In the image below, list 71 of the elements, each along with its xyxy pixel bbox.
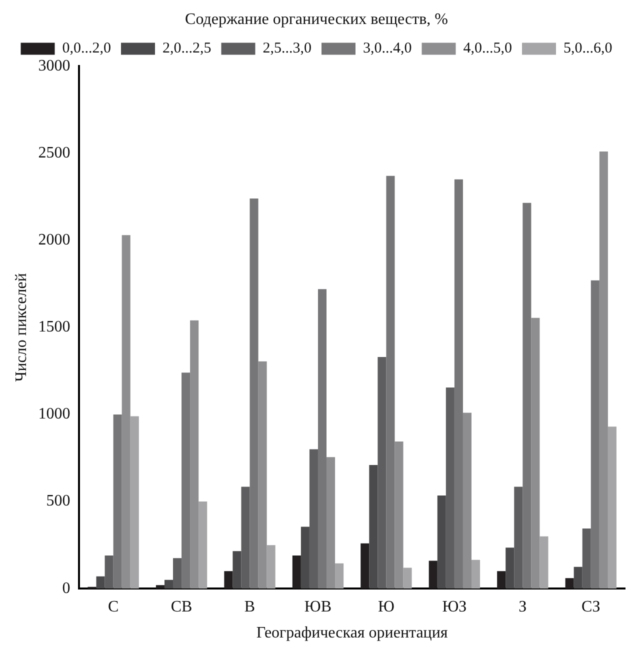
x-tick-label: ЮЗ <box>442 598 467 616</box>
bar <box>599 152 608 589</box>
x-tick-label: Ю <box>378 598 394 616</box>
y-tick-label: 2500 <box>38 144 70 162</box>
bar <box>497 571 506 589</box>
bar <box>241 486 250 589</box>
y-tick-label: 0 <box>62 580 70 597</box>
legend-title: Содержание органических веществ, % <box>185 11 448 28</box>
bar <box>437 495 446 589</box>
x-tick-label: С <box>108 598 119 616</box>
x-tick-label: СВ <box>170 598 192 616</box>
y-axis-title: Число пикселей <box>12 272 30 382</box>
bar <box>232 551 242 589</box>
y-tick-label: 3000 <box>38 57 70 74</box>
legend-label: 5,0...6,0 <box>564 40 612 57</box>
bar <box>369 464 378 589</box>
legend-label: 0,0...2,0 <box>62 40 111 57</box>
bar <box>394 441 404 589</box>
bar <box>326 457 336 589</box>
y-tick-label: 1500 <box>38 318 70 336</box>
bar <box>224 571 233 589</box>
bar <box>590 280 600 589</box>
bar <box>471 560 480 589</box>
y-tick-label: 500 <box>46 492 70 510</box>
x-tick-label: В <box>244 598 256 616</box>
bar <box>173 558 182 589</box>
bar <box>540 536 548 589</box>
legend-label: 2,0...2,5 <box>162 40 212 57</box>
bar <box>190 320 199 589</box>
bar <box>531 318 540 589</box>
bar <box>318 289 327 589</box>
bar <box>258 361 267 589</box>
bar <box>292 556 301 589</box>
bar <box>454 179 463 589</box>
bar <box>130 416 139 589</box>
x-tick-label: З <box>518 598 527 616</box>
bar <box>113 414 122 589</box>
bar <box>378 357 386 589</box>
legend-label: 4,0...5,0 <box>463 40 512 57</box>
bar <box>565 578 574 589</box>
bar <box>104 556 114 589</box>
bar <box>506 548 514 589</box>
bar <box>122 235 130 589</box>
bar <box>608 426 616 589</box>
bar <box>574 566 582 589</box>
bar <box>462 412 472 589</box>
bar <box>198 502 208 589</box>
bar <box>386 176 395 589</box>
bar <box>428 560 438 589</box>
y-tick-label: 2000 <box>38 232 70 249</box>
bar <box>446 387 454 589</box>
bar <box>182 372 190 589</box>
bar <box>582 528 591 589</box>
x-tick-label: СЗ <box>582 598 600 616</box>
bar <box>266 545 276 589</box>
bar <box>156 585 164 589</box>
legend-label: 3,0...4,0 <box>363 40 412 57</box>
bar <box>522 202 532 589</box>
bar <box>96 576 105 589</box>
bar <box>335 563 344 589</box>
bar <box>300 526 310 589</box>
legend-label: 2,5...3,0 <box>262 40 312 57</box>
x-axis-title: Географическая ориентация <box>256 624 448 642</box>
y-tick-label: 1000 <box>38 406 70 423</box>
bar <box>403 568 412 589</box>
bar <box>250 198 258 589</box>
bar <box>164 580 174 589</box>
x-tick-label: ЮВ <box>304 598 332 616</box>
bar <box>309 449 318 589</box>
bar <box>360 543 370 589</box>
bar <box>514 486 523 589</box>
